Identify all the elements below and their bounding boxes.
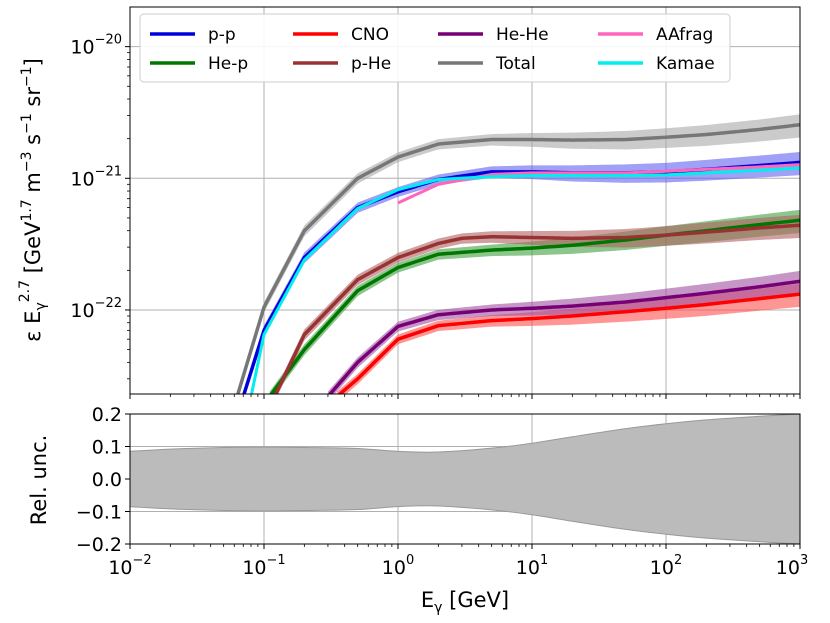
top-frame: [129, 6, 801, 395]
top-x-ticks: [129, 394, 801, 399]
series-line-kamae: [250, 166, 800, 394]
top-y-tick-label: 10−22: [70, 296, 122, 322]
legend-label-p-p: p-p: [208, 25, 236, 45]
x-tick-label: 101: [516, 553, 548, 579]
top-y-tick-label: 10−20: [70, 33, 122, 59]
legend-label-p-he: p-He: [351, 54, 391, 74]
band-total: [237, 114, 800, 394]
bottom-y-tick-label: 0.0: [92, 469, 122, 491]
top-y-tick-label: 10−21: [70, 164, 122, 190]
series-line-cno: [337, 292, 800, 394]
legend-box: [139, 13, 731, 83]
x-tick-label: 100: [382, 553, 414, 579]
bottom-y-tick-label: −0.2: [76, 534, 122, 556]
x-tick-label: 102: [650, 553, 682, 579]
x-tick-label: 10−2: [108, 553, 151, 579]
series-line-p-he: [273, 223, 800, 394]
top-y-ticks: 10−22 10−21 10−20: [70, 33, 130, 380]
bottom-x-ticks: 10−2 10−1 100 101 102 103: [108, 544, 808, 579]
legend-label-total: Total: [495, 54, 536, 74]
band-he-he: [327, 270, 800, 394]
top-lines: [236, 123, 800, 394]
top-y-axis-label: ε Eγ2.7 [GeV1.7 m−3 s−1 sr−1]: [17, 58, 49, 342]
band-p-he: [274, 214, 800, 394]
x-tick-label: 10−1: [242, 553, 285, 579]
legend-label-he-p: He-p: [208, 54, 248, 74]
legend-label-cno: CNO: [351, 25, 389, 45]
legend-label-he-he: He-He: [496, 25, 549, 45]
x-axis-label: Eγ [GeV]: [421, 588, 509, 616]
band-p-p: [243, 152, 800, 394]
band-cno: [336, 283, 800, 394]
bottom-y-axis-label: Rel. unc.: [27, 435, 51, 526]
legend-label-aafrag: AAfrag: [656, 25, 713, 45]
series-line-total: [236, 123, 800, 394]
series-line-he-he: [327, 279, 800, 394]
bottom-panel: −0.2 −0.1 0.0 0.1 0.2 10−2 10−1 100 101 102 103 R…: [27, 404, 808, 616]
relative-uncertainty-band: [130, 414, 800, 544]
bottom-y-ticks: −0.2 −0.1 0.0 0.1 0.2: [76, 404, 130, 556]
bottom-y-tick-label: 0.1: [92, 437, 122, 459]
bottom-y-tick-label: −0.1: [76, 502, 122, 524]
x-tick-label: 103: [776, 553, 808, 579]
legend-items: p-p He-p CNO p-He He-He Total AAfrag Kamae: [150, 25, 715, 74]
legend-label-kamae: Kamae: [656, 54, 715, 74]
top-panel: 10−22 10−21 10−20 ε Eγ2.7 [GeV1.7 m−3 s−1 …: [17, 6, 801, 399]
bottom-y-tick-label: 0.2: [92, 404, 122, 426]
legend: p-p He-p CNO p-He He-He Total AAfrag Kamae: [139, 13, 731, 83]
